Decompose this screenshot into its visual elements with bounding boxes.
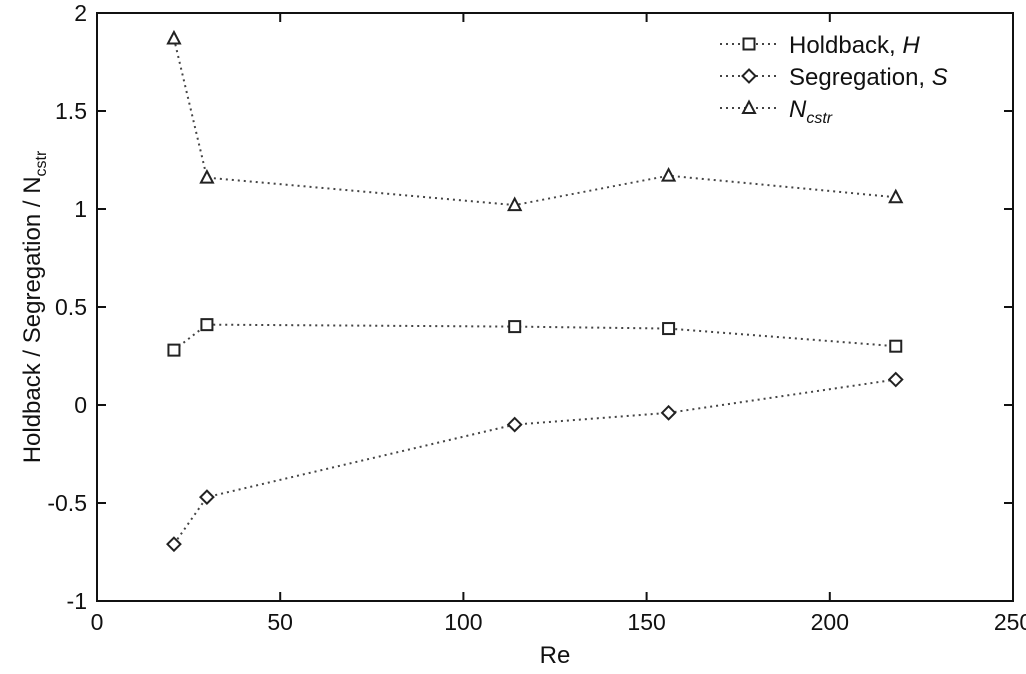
- y-axis-title-main: Holdback / Segregation / N: [19, 176, 46, 463]
- data-point: [199, 168, 215, 184]
- series-line: [172, 38, 896, 207]
- data-point: [662, 322, 676, 336]
- x-axis-title: Re: [540, 642, 571, 669]
- legend-item: Ncstr: [720, 96, 833, 127]
- data-point: [887, 371, 904, 388]
- legend-label: Holdback, H: [789, 32, 920, 59]
- plot-frame: [96, 12, 1014, 602]
- y-tick-label: -0.5: [47, 490, 87, 516]
- legend-marker: [741, 99, 757, 114]
- data-point: [507, 196, 523, 212]
- legend-label: Ncstr: [789, 96, 833, 127]
- series-line: [173, 378, 896, 545]
- data-point: [889, 339, 903, 353]
- data-point: [660, 167, 677, 182]
- y-tick-label: -1: [67, 588, 87, 614]
- y-axis-title: Holdback / Segregation / Ncstr: [19, 150, 50, 463]
- y-tick-label: 1: [74, 196, 87, 222]
- data-point: [888, 188, 904, 204]
- y-axis-title-sub: cstr: [33, 150, 50, 176]
- y-tick-label: 2: [74, 0, 87, 26]
- y-tick-label: 0: [74, 392, 87, 418]
- series-layer: [166, 29, 904, 553]
- x-tick-label: 150: [627, 609, 665, 635]
- x-tick-label: 50: [267, 609, 293, 635]
- series-line: [173, 323, 896, 351]
- data-point: [199, 489, 215, 506]
- data-point: [660, 404, 677, 421]
- x-tick-label: 200: [811, 609, 849, 635]
- legend-marker: [742, 37, 756, 51]
- legend-item: Holdback, H: [720, 32, 920, 59]
- legend-label: Segregation, S: [789, 64, 948, 91]
- legend-item: Segregation, S: [720, 64, 948, 91]
- series-diamond: [166, 371, 904, 553]
- x-tick-label: 250: [994, 609, 1026, 635]
- y-tick-label: 0.5: [55, 294, 87, 320]
- legend: Holdback, H Segregation, S Ncstr: [720, 32, 948, 127]
- series-square: [167, 318, 903, 357]
- x-tick-label: 0: [91, 609, 104, 635]
- data-point: [167, 343, 181, 357]
- series-triangle: [166, 29, 904, 212]
- data-point: [508, 320, 522, 334]
- data-point: [200, 318, 214, 332]
- data-point: [166, 536, 182, 553]
- legend-marker: [741, 68, 757, 84]
- y-tick-label: 1.5: [55, 98, 87, 124]
- data-point: [506, 416, 523, 433]
- ticks: 0 50 100 150 200 250 -1 -0.5 0 0.5 1 1.5 2: [47, 0, 1026, 635]
- data-point: [166, 29, 182, 45]
- x-tick-label: 100: [444, 609, 482, 635]
